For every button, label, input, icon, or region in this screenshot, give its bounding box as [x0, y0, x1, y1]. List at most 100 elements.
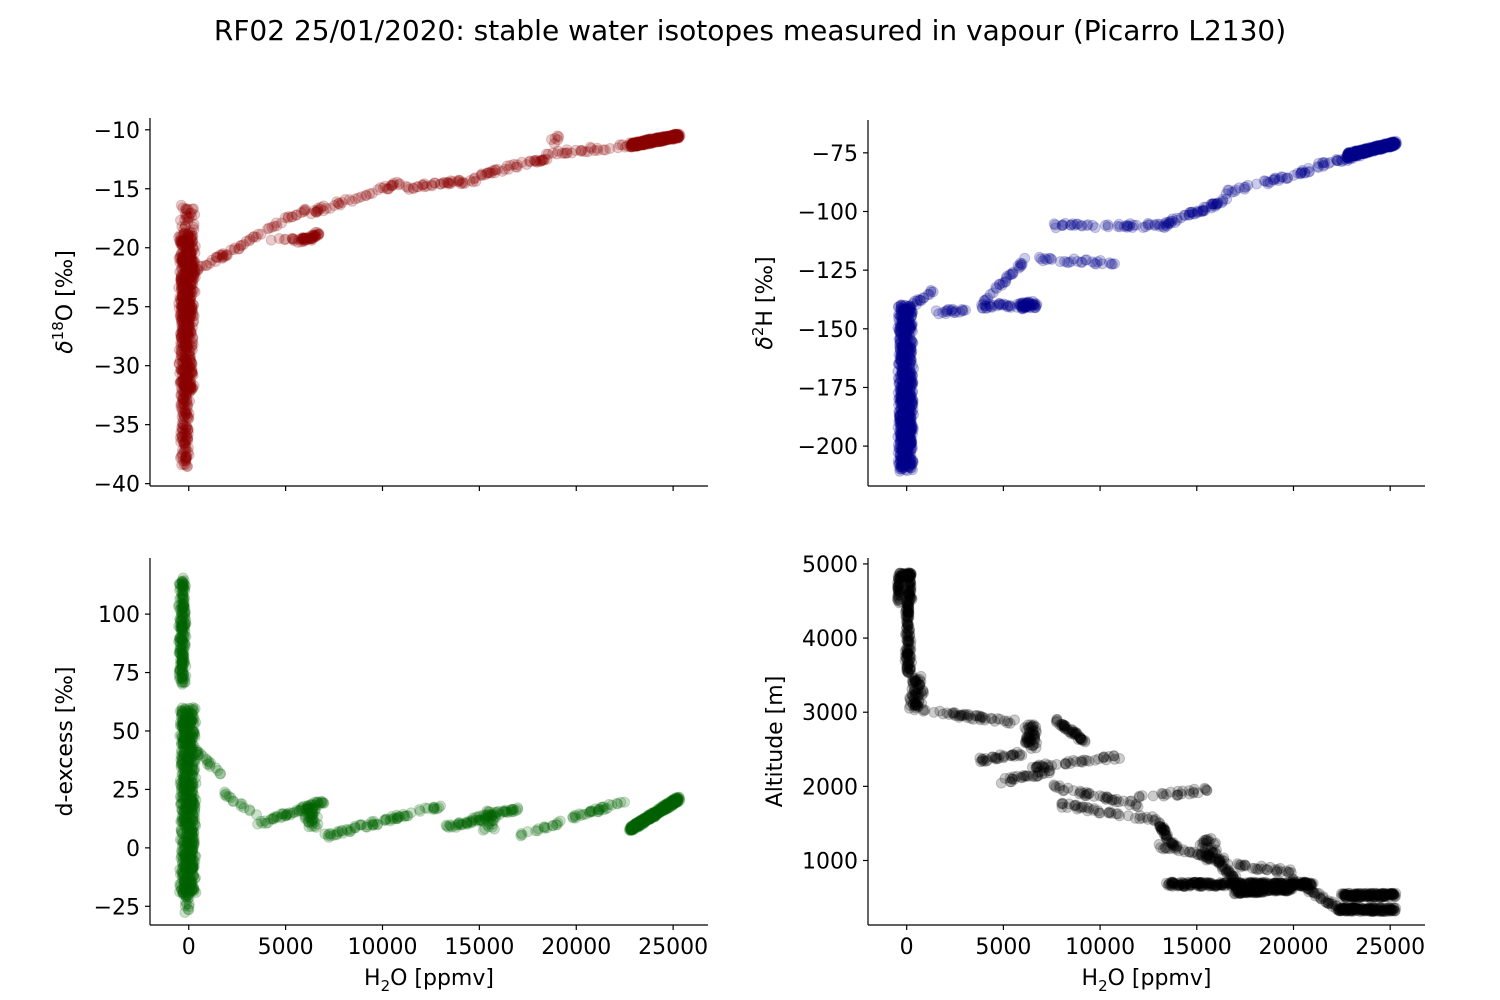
data-point	[179, 404, 191, 416]
data-point	[529, 155, 541, 166]
data-point	[897, 443, 909, 455]
data-point	[214, 249, 226, 261]
data-point	[177, 715, 189, 727]
data-point	[182, 424, 194, 436]
data-point	[182, 413, 194, 425]
data-point	[180, 390, 192, 402]
data-point	[175, 199, 187, 211]
data-point	[183, 387, 195, 399]
data-point	[584, 806, 595, 818]
data-point	[895, 299, 907, 311]
data-point	[1094, 255, 1106, 266]
data-point	[188, 860, 200, 872]
data-point	[422, 803, 434, 814]
data-point	[183, 241, 194, 253]
data-point	[181, 386, 193, 398]
y-tick-label: 75	[112, 662, 140, 687]
data-point	[1019, 252, 1031, 264]
data-point	[181, 394, 193, 406]
data-point	[176, 459, 188, 471]
data-point	[467, 176, 479, 188]
x-tick-label: 10000	[348, 935, 418, 960]
data-point	[566, 147, 578, 159]
data-point	[184, 298, 196, 310]
data-point	[181, 397, 193, 409]
data-point	[185, 284, 197, 296]
data-point	[179, 451, 191, 463]
data-point	[976, 299, 988, 311]
data-point	[181, 818, 193, 829]
data-point	[182, 384, 194, 396]
data-point	[309, 205, 320, 216]
data-point	[183, 318, 194, 330]
data-point	[178, 429, 190, 440]
data-point	[176, 343, 188, 355]
data-point	[1223, 184, 1235, 196]
data-point	[184, 298, 196, 310]
data-point	[181, 305, 193, 317]
scatter-points	[173, 128, 686, 472]
data-point	[1109, 258, 1120, 270]
y-axis-label: d-excess [‰]	[53, 667, 78, 817]
data-point	[180, 263, 192, 275]
data-point	[180, 459, 192, 470]
data-point	[174, 294, 186, 305]
data-point	[182, 291, 194, 303]
data-point	[178, 286, 190, 298]
data-point	[904, 580, 916, 592]
data-point	[176, 404, 188, 416]
data-point	[180, 320, 192, 332]
y-tick-label: −10	[94, 119, 140, 144]
data-point	[215, 768, 227, 780]
x-axis-label: H2O [ppmv]	[364, 966, 494, 995]
data-point	[186, 270, 198, 281]
data-point	[440, 819, 452, 831]
data-point	[181, 754, 193, 766]
data-point	[176, 704, 188, 716]
data-point	[177, 281, 189, 292]
data-point	[176, 781, 188, 793]
data-point	[185, 378, 197, 390]
data-point	[548, 138, 560, 149]
data-point	[186, 358, 198, 370]
data-point	[189, 264, 201, 276]
data-point	[175, 389, 187, 400]
y-tick-label: −175	[798, 376, 858, 401]
data-point	[177, 436, 189, 448]
data-point	[179, 333, 191, 345]
data-point	[367, 819, 379, 831]
data-point	[179, 907, 191, 918]
data-point	[182, 424, 194, 436]
data-point	[180, 452, 192, 464]
data-point	[306, 234, 318, 246]
data-point	[1067, 218, 1079, 230]
data-point	[177, 402, 189, 414]
data-point	[182, 340, 194, 351]
data-point	[179, 394, 191, 405]
data-point	[175, 390, 187, 402]
data-point	[179, 395, 191, 407]
data-point	[183, 408, 195, 419]
data-point	[454, 817, 465, 829]
data-point	[599, 144, 611, 156]
data-point	[176, 263, 187, 275]
data-point	[180, 442, 192, 454]
data-point	[179, 405, 191, 417]
data-point	[640, 135, 652, 147]
data-point	[175, 676, 187, 688]
data-point	[181, 421, 193, 433]
data-point	[594, 804, 605, 816]
data-point	[182, 460, 194, 472]
data-point	[567, 812, 579, 824]
data-point	[176, 236, 187, 248]
data-point	[182, 427, 194, 439]
data-point	[325, 828, 337, 840]
data-point	[176, 430, 188, 442]
data-point	[183, 326, 195, 338]
data-point	[619, 796, 630, 808]
data-point	[177, 419, 189, 431]
data-point	[554, 815, 566, 827]
data-point	[175, 401, 187, 413]
data-point	[180, 389, 192, 401]
data-point	[182, 229, 194, 240]
